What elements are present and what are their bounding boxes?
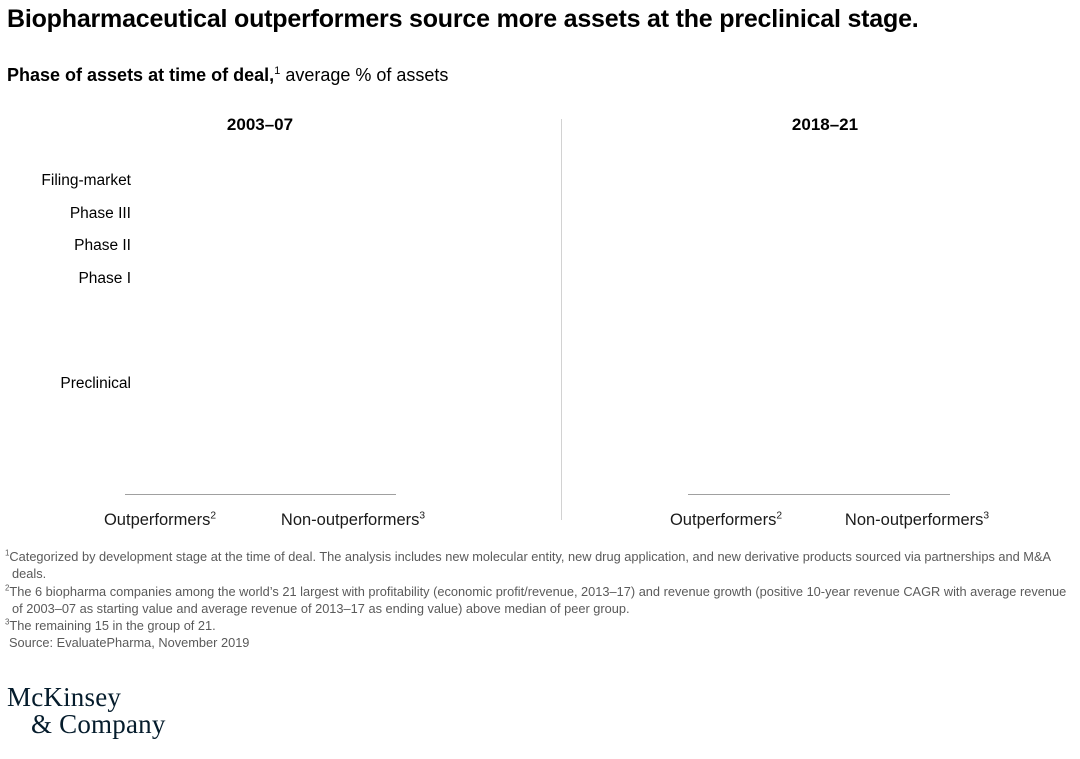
group-label-text: Non-outperformers (280, 511, 420, 529)
footnote-marker: 2 (210, 510, 217, 522)
footnote-text: The remaining 15 in the group of 21. (9, 618, 216, 634)
y-axis-label-filing-market: Filing-market (41, 172, 131, 189)
y-axis-label-phase-i: Phase I (78, 270, 131, 287)
mckinsey-company-logo: McKinsey & Company (7, 684, 166, 738)
group-label-right-non-outperformers: Non-outperformers3 (845, 511, 989, 530)
footnote-marker: 2 (5, 583, 10, 593)
panel-header-2003-07: 2003–07 (226, 115, 294, 134)
group-label-text: Non-outperformers (844, 511, 984, 529)
logo-line-2: & Company (31, 709, 166, 739)
footnote-marker: 1 (5, 548, 10, 558)
panel-header-2018-21: 2018–21 (791, 115, 859, 134)
footnote-marker: 3 (419, 510, 426, 522)
y-axis-label-phase-iii: Phase III (69, 205, 131, 222)
source-line: Source: EvaluatePharma, November 2019 (9, 635, 250, 651)
baseline-left-panel (125, 494, 396, 495)
subtitle-regular-text: average % of assets (280, 65, 449, 85)
footnote-text: Categorized by development stage at the … (9, 549, 1051, 582)
group-label-right-outperformers: Outperformers2 (670, 511, 782, 530)
panel-divider-line (561, 119, 562, 520)
subtitle-footnote-marker: 1 (274, 65, 281, 77)
y-axis-label-preclinical: Preclinical (60, 375, 131, 392)
group-label-left-non-outperformers: Non-outperformers3 (281, 511, 425, 530)
baseline-right-panel (688, 494, 950, 495)
footnotes-block: 1Categorized by development stage at the… (5, 548, 1073, 652)
exhibit-subtitle: Phase of assets at time of deal,1 averag… (7, 65, 448, 86)
footnote-1: 1Categorized by development stage at the… (5, 548, 1073, 583)
footnote-text: The 6 biopharma companies among the worl… (9, 583, 1067, 616)
logo-line-1: McKinsey (7, 682, 122, 712)
footnote-marker: 3 (983, 510, 990, 522)
subtitle-bold-text: Phase of assets at time of deal, (7, 65, 275, 85)
group-label-left-outperformers: Outperformers2 (104, 511, 216, 530)
group-label-text: Outperformers (669, 511, 777, 529)
group-label-text: Outperformers (103, 511, 211, 529)
exhibit-title: Biopharmaceutical outperformers source m… (7, 5, 919, 33)
footnote-3: 3The remaining 15 in the group of 21. (5, 617, 1073, 634)
footnote-marker: 3 (5, 617, 10, 627)
footnote-marker: 2 (776, 510, 783, 522)
y-axis-label-phase-ii: Phase II (74, 237, 131, 254)
footnote-2: 2The 6 biopharma companies among the wor… (5, 583, 1073, 618)
